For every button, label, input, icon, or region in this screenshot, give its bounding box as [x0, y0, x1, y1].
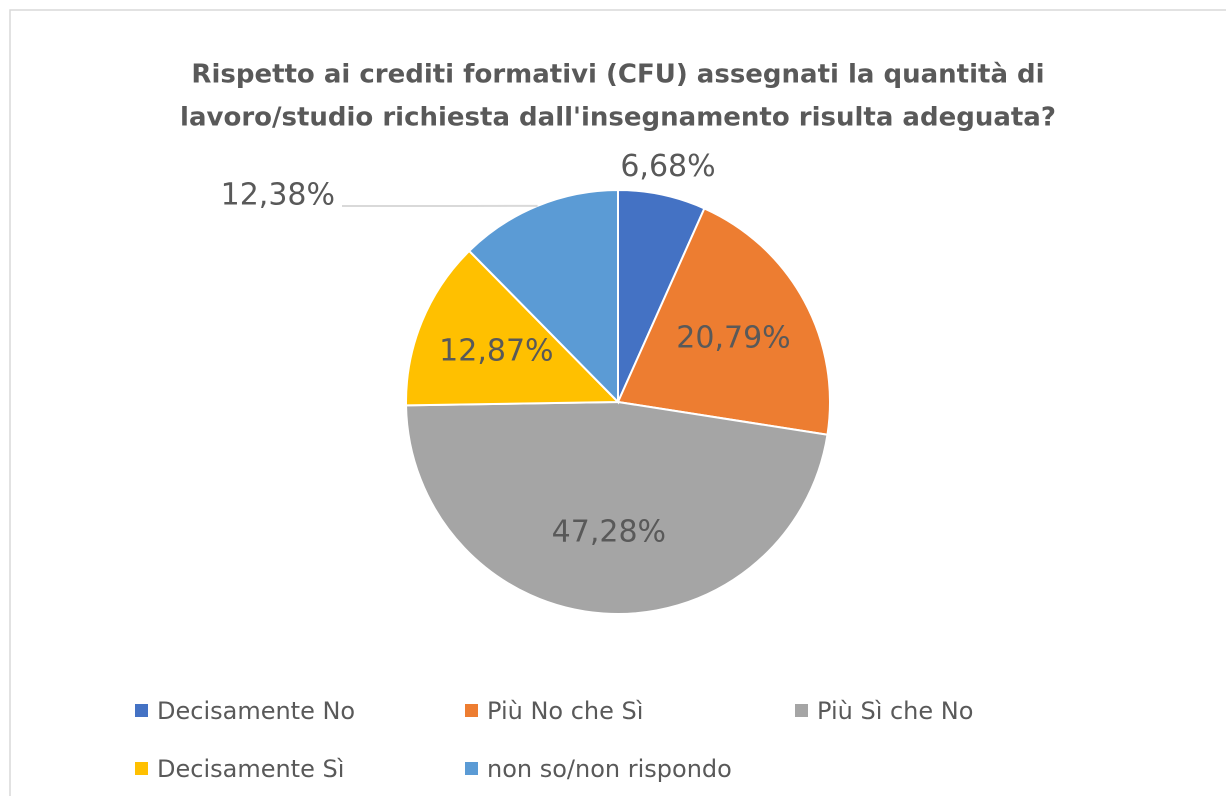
legend-swatch	[465, 762, 478, 775]
data-label: 6,68%	[620, 149, 715, 184]
legend-swatch	[795, 704, 808, 717]
data-label: 47,28%	[552, 515, 666, 550]
chart-title: Rispetto ai crediti formativi (CFU) asse…	[191, 60, 1044, 90]
legend-label: Più Sì che No	[817, 697, 973, 725]
legend-label: Decisamente Sì	[157, 755, 344, 783]
legend-label: non so/non rispondo	[487, 755, 732, 783]
chart-title: lavoro/studio richiesta dall'insegnament…	[180, 103, 1056, 133]
legend-swatch	[465, 704, 478, 717]
data-label: 12,38%	[221, 178, 335, 213]
data-label: 20,79%	[676, 321, 790, 356]
legend-label: Decisamente No	[157, 697, 355, 725]
legend-swatch	[135, 704, 148, 717]
legend-label: Più No che Sì	[487, 697, 643, 725]
data-label: 12,87%	[439, 334, 553, 369]
legend-swatch	[135, 762, 148, 775]
